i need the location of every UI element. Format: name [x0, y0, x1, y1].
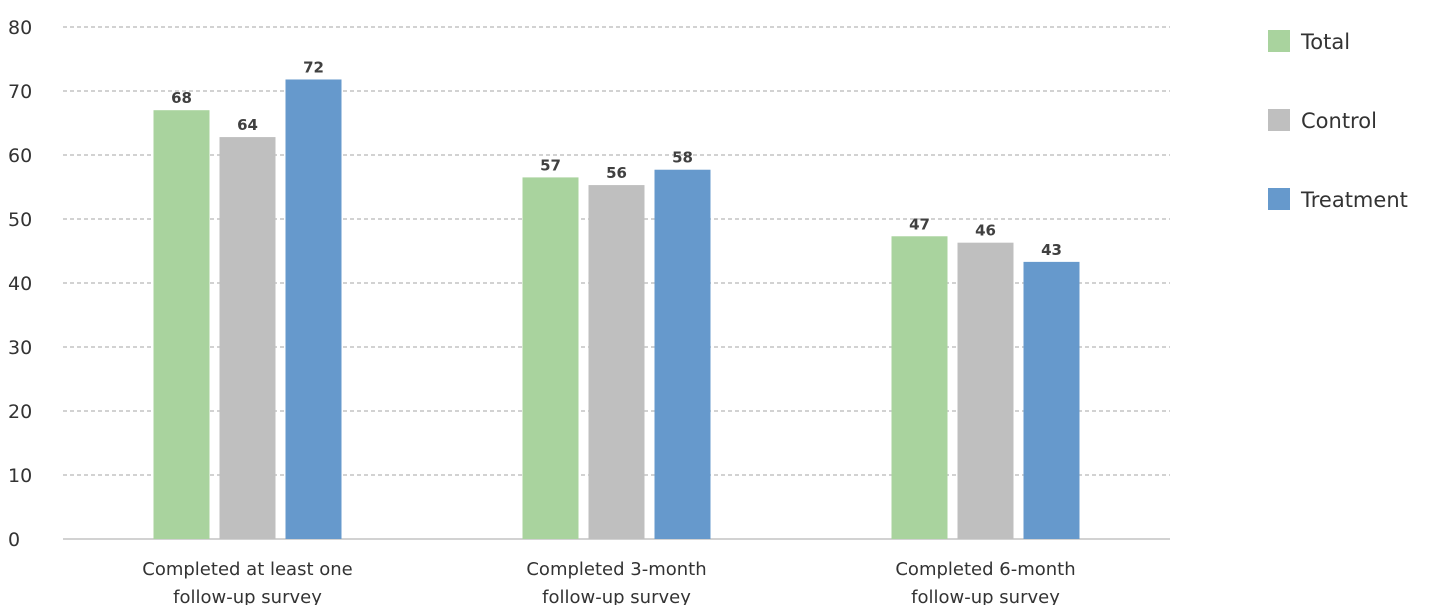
- legend-swatch: [1268, 109, 1290, 131]
- y-tick-label: 70: [8, 81, 32, 103]
- data-label: 68: [171, 89, 192, 107]
- bar: [219, 137, 276, 539]
- data-label: 64: [237, 116, 258, 134]
- y-axis-ticks: 0 10 20 30 40 50 60 70 80: [8, 17, 32, 551]
- x-category-label: Completed 6-month: [895, 559, 1075, 580]
- data-label: 47: [909, 215, 930, 233]
- data-label: 56: [606, 164, 627, 182]
- bars: [153, 79, 1080, 539]
- bar: [1023, 261, 1080, 539]
- y-tick-label: 80: [8, 17, 32, 39]
- y-tick-label: 40: [8, 273, 32, 295]
- y-tick-label: 30: [8, 337, 32, 359]
- bar: [654, 169, 711, 539]
- bar: [285, 79, 342, 539]
- legend-swatch: [1268, 188, 1290, 210]
- bar: [522, 177, 579, 539]
- y-tick-label: 10: [8, 465, 32, 487]
- y-tick-label: 20: [8, 401, 32, 423]
- bar: [957, 242, 1014, 539]
- x-category-label: follow-up survey: [542, 587, 691, 605]
- data-label: 57: [540, 156, 561, 174]
- legend-label: Treatment: [1300, 188, 1408, 212]
- bar: [153, 110, 210, 539]
- bar: [588, 185, 645, 539]
- x-category-label: follow-up survey: [173, 587, 322, 605]
- data-label: 58: [672, 149, 693, 167]
- x-category-label: follow-up survey: [911, 587, 1060, 605]
- x-category-label: Completed 3-month: [526, 559, 706, 580]
- data-label: 72: [303, 58, 324, 76]
- legend-swatch: [1268, 30, 1290, 52]
- bar: [891, 236, 948, 539]
- y-tick-label: 50: [8, 209, 32, 231]
- y-tick-label: 0: [8, 529, 20, 551]
- legend-label: Control: [1301, 109, 1377, 133]
- data-labels: 68 64 72 57 56 58 47 46 43: [171, 58, 1062, 258]
- legend-label: Total: [1300, 30, 1350, 54]
- y-tick-label: 60: [8, 145, 32, 167]
- data-label: 43: [1041, 241, 1062, 259]
- data-label: 46: [975, 222, 996, 240]
- x-category-label: Completed at least one: [142, 559, 352, 580]
- legend: Total Control Treatment: [1268, 30, 1408, 212]
- x-axis-categories: Completed at least one follow-up survey Co…: [142, 559, 1075, 608]
